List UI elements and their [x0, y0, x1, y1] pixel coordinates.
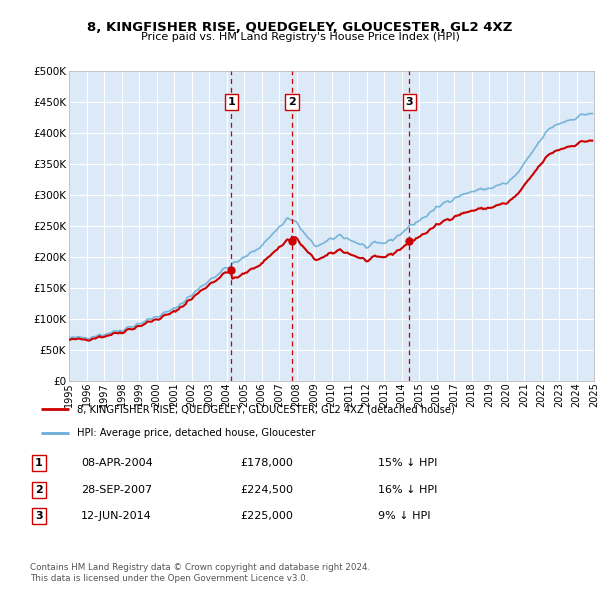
- Text: 3: 3: [35, 512, 43, 521]
- Text: 08-APR-2004: 08-APR-2004: [81, 458, 153, 468]
- Text: 2: 2: [288, 97, 296, 107]
- Text: 9% ↓ HPI: 9% ↓ HPI: [378, 512, 431, 521]
- Text: 8, KINGFISHER RISE, QUEDGELEY, GLOUCESTER, GL2 4XZ: 8, KINGFISHER RISE, QUEDGELEY, GLOUCESTE…: [88, 21, 512, 34]
- Text: Price paid vs. HM Land Registry's House Price Index (HPI): Price paid vs. HM Land Registry's House …: [140, 32, 460, 42]
- Text: 2: 2: [35, 485, 43, 494]
- Text: 1: 1: [35, 458, 43, 468]
- Text: HPI: Average price, detached house, Gloucester: HPI: Average price, detached house, Glou…: [77, 428, 315, 438]
- Text: 8, KINGFISHER RISE, QUEDGELEY, GLOUCESTER, GL2 4XZ (detached house): 8, KINGFISHER RISE, QUEDGELEY, GLOUCESTE…: [77, 404, 455, 414]
- Text: £178,000: £178,000: [240, 458, 293, 468]
- Text: £225,000: £225,000: [240, 512, 293, 521]
- Text: Contains HM Land Registry data © Crown copyright and database right 2024.
This d: Contains HM Land Registry data © Crown c…: [30, 563, 370, 583]
- Text: 12-JUN-2014: 12-JUN-2014: [81, 512, 152, 521]
- Text: £224,500: £224,500: [240, 485, 293, 494]
- Text: 1: 1: [227, 97, 235, 107]
- Text: 16% ↓ HPI: 16% ↓ HPI: [378, 485, 437, 494]
- Text: 3: 3: [406, 97, 413, 107]
- Text: 28-SEP-2007: 28-SEP-2007: [81, 485, 152, 494]
- Text: 15% ↓ HPI: 15% ↓ HPI: [378, 458, 437, 468]
